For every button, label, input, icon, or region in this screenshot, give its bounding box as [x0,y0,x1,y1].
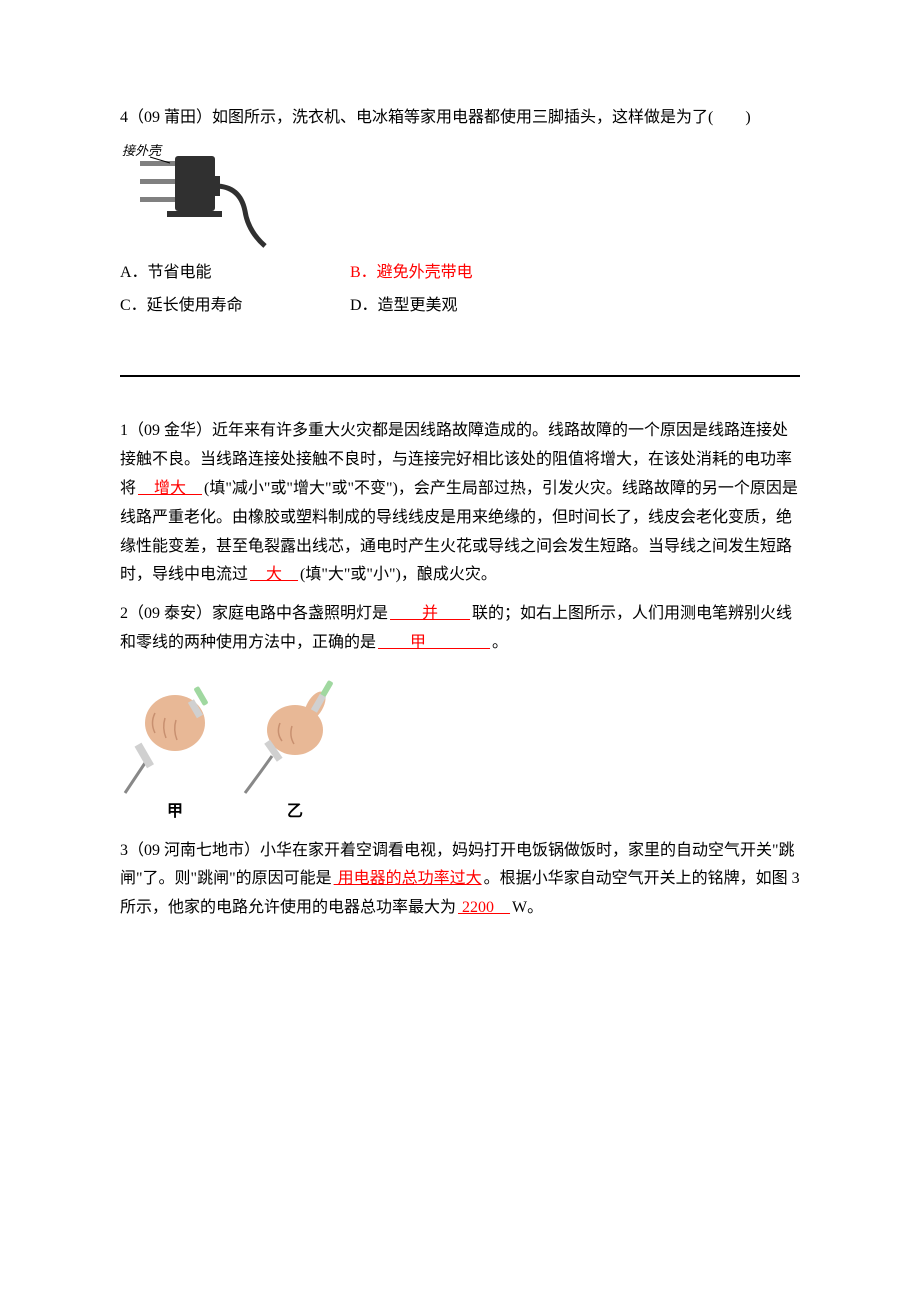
svg-text:接外壳: 接外壳 [122,143,163,158]
q3-answer1: 用电器的总功率过大 [332,870,484,887]
q1-part3: (填"大"或"小")，酿成火灾。 [300,566,497,583]
hand-label-yi: 乙 [240,798,350,827]
q4-option-b: B．避免外壳带电 [350,259,580,288]
hand-yi: 乙 [240,668,350,827]
q3-text: 3（09 河南七地市）小华在家开着空调看电视，妈妈打开电饭锅做饭时，家里的自动空… [120,837,800,923]
q1-answer2: 大 [248,566,300,583]
q2-answer2: 甲 [376,634,492,651]
q4-prompt: 4（09 莆田）如图所示，洗衣机、电冰箱等家用电器都使用三脚插头，这样做是为了(… [120,104,800,133]
question-3: 3（09 河南七地市）小华在家开着空调看电视，妈妈打开电饭锅做饭时，家里的自动空… [120,837,800,923]
q2-answer1: 并 [388,605,472,622]
q4-option-a: A．节省电能 [120,259,350,288]
q3-answer2: 2200 [456,899,512,916]
q4-option-c: C．延长使用寿命 [120,292,350,321]
question-4: 4（09 莆田）如图所示，洗衣机、电冰箱等家用电器都使用三脚插头，这样做是为了(… [120,104,800,320]
q2-part3: 。 [492,634,508,651]
q4-option-d: D．造型更美观 [350,292,580,321]
hand-jia: 甲 [120,668,230,827]
q3-part3: W。 [512,899,543,916]
q4-options: A．节省电能 B．避免外壳带电 [120,259,800,288]
question-2: 2（09 泰安）家庭电路中各盏照明灯是 并 联的；如右上图所示，人们用测电笔辨别… [120,600,800,826]
q1-answer1: 增大 [136,480,204,497]
plug-diagram: 接外壳 [120,141,800,251]
question-1: 1（09 金华）近年来有许多重大火灾都是因线路故障造成的。线路故障的一个原因是线… [120,417,800,590]
q2-text: 2（09 泰安）家庭电路中各盏照明灯是 并 联的；如右上图所示，人们用测电笔辨别… [120,600,800,658]
q4-options-row2: C．延长使用寿命 D．造型更美观 [120,292,800,321]
q2-part1: 2（09 泰安）家庭电路中各盏照明灯是 [120,605,388,622]
hands-diagram: 甲 乙 [120,668,800,827]
q1-text: 1（09 金华）近年来有许多重大火灾都是因线路故障造成的。线路故障的一个原因是线… [120,417,800,590]
hand-label-jia: 甲 [120,798,230,827]
section-divider [120,375,800,377]
